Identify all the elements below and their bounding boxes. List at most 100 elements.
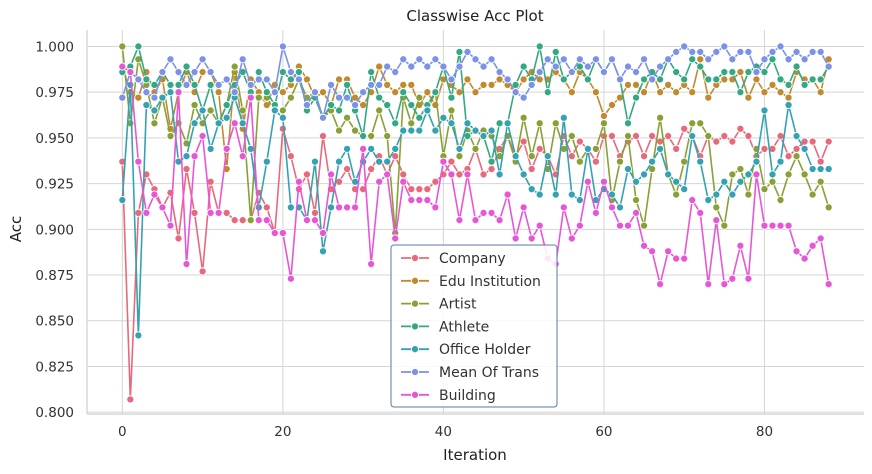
- data-point: [527, 234, 536, 243]
- data-point: [656, 280, 665, 289]
- data-point: [383, 100, 392, 110]
- data-point: [431, 126, 440, 135]
- data-point: [134, 75, 143, 84]
- data-point: [760, 185, 769, 194]
- data-point: [222, 144, 231, 153]
- data-point: [744, 170, 753, 179]
- data-point: [383, 80, 392, 89]
- data-point: [487, 157, 496, 166]
- data-point: [359, 132, 368, 141]
- data-point: [631, 80, 641, 89]
- data-point: [190, 208, 199, 217]
- data-point: [310, 208, 320, 217]
- data-point: [286, 203, 295, 212]
- data-point: [623, 80, 633, 89]
- data-point: [126, 68, 135, 77]
- axes: 0 20 40 60 80 0.800 0.825 0.850 0.875 0.900 0.925 0…: [35, 30, 864, 440]
- data-point: [696, 47, 705, 56]
- data-point: [479, 170, 488, 179]
- data-point: [383, 170, 392, 179]
- data-point: [150, 93, 159, 102]
- data-point: [543, 55, 552, 64]
- legend: Company Edu Institution Artist Athlete Offic…: [390, 244, 558, 408]
- data-point: [471, 144, 480, 153]
- data-point: [246, 216, 255, 225]
- data-point: [688, 88, 697, 97]
- x-tick-label: 60: [595, 424, 612, 440]
- data-point: [407, 119, 416, 128]
- data-point: [166, 88, 175, 97]
- data-point: [591, 157, 600, 166]
- data-point: [294, 177, 303, 186]
- data-point: [631, 93, 641, 102]
- data-point: [399, 55, 408, 64]
- data-point: [519, 170, 528, 179]
- data-point: [359, 88, 368, 97]
- data-point: [503, 119, 512, 128]
- data-point: [591, 88, 600, 97]
- legend-item: Office Holder: [401, 342, 531, 358]
- data-point: [672, 177, 681, 186]
- data-point: [166, 132, 175, 141]
- legend-swatch-marker: [410, 276, 420, 285]
- data-point: [760, 144, 769, 153]
- data-point: [383, 132, 392, 141]
- data-point: [680, 75, 689, 84]
- data-point: [519, 137, 528, 146]
- data-point: [479, 62, 488, 71]
- data-point: [198, 132, 207, 141]
- data-point: [800, 170, 809, 179]
- data-point: [519, 62, 528, 71]
- data-point: [375, 157, 384, 166]
- legend-swatch-marker: [410, 253, 420, 263]
- data-point: [551, 190, 560, 199]
- data-point: [728, 55, 737, 64]
- data-point: [784, 55, 793, 64]
- data-point: [567, 234, 576, 243]
- data-point: [800, 144, 809, 153]
- data-point: [640, 170, 649, 179]
- data-point: [214, 88, 223, 97]
- data-point: [439, 62, 448, 71]
- data-point: [407, 80, 416, 89]
- data-point: [824, 62, 833, 71]
- data-point: [310, 216, 320, 225]
- data-point: [656, 75, 665, 84]
- data-point: [471, 126, 480, 135]
- legend-box: [390, 244, 558, 408]
- data-point: [808, 241, 817, 250]
- data-point: [214, 208, 223, 217]
- data-point: [431, 177, 440, 186]
- data-point: [752, 75, 761, 84]
- data-point: [696, 119, 705, 128]
- data-point: [615, 75, 625, 84]
- legend-label: Company: [439, 251, 506, 267]
- data-point: [206, 144, 215, 153]
- data-point: [816, 75, 825, 84]
- data-point: [278, 228, 287, 238]
- data-point: [262, 216, 271, 225]
- data-point: [736, 47, 745, 56]
- data-point: [166, 80, 175, 89]
- data-point: [583, 62, 592, 71]
- data-point: [664, 80, 673, 89]
- data-point: [367, 80, 376, 89]
- data-point: [487, 164, 496, 174]
- data-point: [134, 42, 143, 51]
- data-point: [343, 203, 352, 212]
- data-point: [399, 177, 408, 186]
- y-tick-label: 0.875: [35, 268, 74, 284]
- y-tick-label: 0.900: [35, 222, 74, 238]
- data-point: [784, 93, 793, 102]
- data-point: [559, 113, 568, 122]
- data-point: [278, 106, 287, 115]
- data-point: [599, 119, 608, 128]
- data-point: [680, 157, 689, 166]
- data-point: [423, 62, 432, 71]
- data-point: [230, 216, 239, 225]
- y-tick-label: 1.000: [35, 39, 74, 55]
- data-point: [278, 42, 287, 51]
- data-point: [664, 132, 673, 141]
- data-point: [447, 157, 456, 166]
- data-point: [615, 221, 625, 230]
